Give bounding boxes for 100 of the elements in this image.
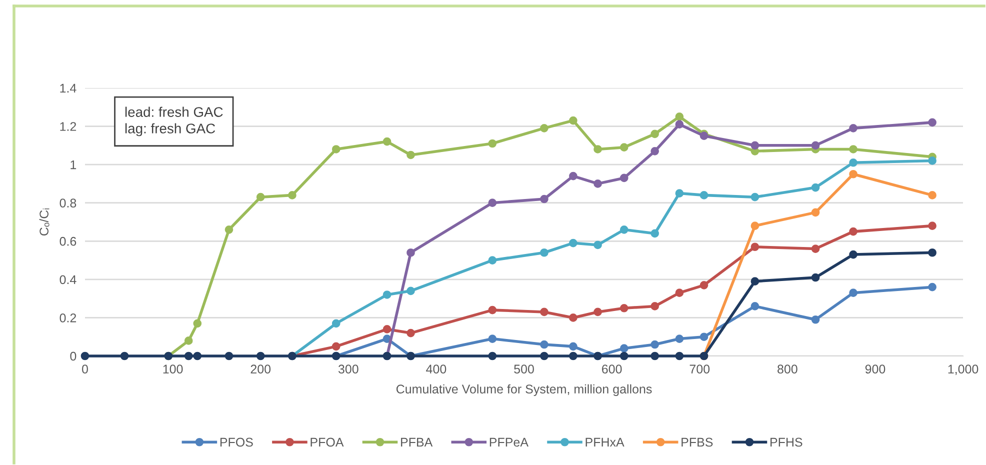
point	[620, 352, 628, 360]
point	[620, 143, 628, 152]
point	[650, 302, 660, 310]
point	[256, 192, 265, 202]
point	[406, 248, 415, 257]
legend-label: PFHxA	[586, 438, 624, 447]
point	[811, 244, 820, 253]
point	[332, 342, 340, 351]
point	[700, 281, 708, 290]
point	[382, 325, 392, 334]
point	[184, 352, 193, 360]
point	[650, 229, 660, 238]
point	[184, 336, 193, 345]
y-axis-title: Cₒ/Cᵢ	[39, 208, 50, 236]
point	[700, 191, 708, 200]
point	[811, 208, 820, 217]
point	[80, 352, 90, 360]
y-tick-label: 1.4	[60, 84, 76, 93]
point	[849, 170, 858, 178]
x-tick-label: 500	[514, 364, 534, 374]
point	[928, 156, 936, 165]
point	[382, 290, 392, 299]
point	[569, 116, 578, 125]
point	[928, 282, 936, 292]
legend-label: PFHS	[770, 438, 802, 447]
point	[569, 172, 578, 180]
point	[256, 352, 265, 360]
point	[650, 130, 660, 138]
x-tick-label: 200	[250, 364, 271, 374]
point	[406, 328, 415, 338]
point	[849, 124, 858, 132]
point	[620, 174, 628, 182]
x-tick-label: 300	[338, 364, 358, 374]
legend-label: PFBS	[682, 438, 713, 447]
point	[750, 141, 760, 150]
point	[569, 342, 578, 351]
point	[540, 194, 548, 204]
x-tick-label: 800	[778, 364, 798, 374]
x-tick-label: 400	[426, 364, 446, 374]
point	[700, 332, 708, 342]
x-axis-title: Cumulative Volume for System, million gallons	[396, 384, 652, 396]
x-tick-label: 900	[865, 364, 886, 374]
point	[594, 145, 602, 154]
legend-label: PFOA	[310, 438, 344, 447]
legend-label: PFBA	[401, 438, 433, 447]
point	[750, 192, 760, 202]
point	[675, 334, 684, 343]
point	[540, 308, 548, 316]
point	[620, 344, 628, 353]
point	[675, 288, 684, 297]
point	[675, 352, 684, 360]
y-tick-label: 0.8	[60, 198, 76, 208]
y-tick-label: 0.6	[60, 236, 76, 246]
point	[750, 277, 760, 286]
point	[750, 302, 760, 310]
point	[488, 256, 497, 264]
point	[849, 288, 858, 297]
point	[224, 225, 234, 234]
point	[811, 141, 820, 150]
point	[488, 139, 497, 148]
point	[811, 315, 820, 324]
point	[193, 319, 202, 328]
point	[650, 352, 660, 360]
point	[488, 198, 497, 208]
point	[488, 352, 497, 360]
point	[675, 189, 684, 198]
point	[288, 191, 296, 200]
point	[406, 150, 415, 160]
point	[332, 319, 340, 328]
point	[928, 222, 936, 230]
y-tick-label: 0	[70, 352, 76, 361]
x-tick-label: 0	[82, 364, 88, 374]
point	[193, 352, 202, 360]
point	[540, 124, 548, 132]
point	[849, 250, 858, 259]
x-tick-label: 700	[690, 364, 710, 374]
point	[849, 227, 858, 236]
y-tick-label: 1.2	[60, 122, 76, 131]
point	[488, 334, 497, 343]
point	[620, 304, 628, 312]
legend-label: PFPeA	[490, 438, 528, 447]
point	[594, 308, 602, 316]
point	[750, 242, 760, 252]
point	[928, 248, 936, 257]
point	[120, 352, 129, 360]
y-tick-label: 1	[70, 160, 76, 170]
point	[540, 248, 548, 257]
x-tick-label: 600	[602, 364, 622, 374]
point	[382, 137, 392, 146]
legend-label: PFOS	[220, 438, 253, 447]
y-tick-label: 0.2	[60, 314, 76, 322]
y-tick-label: 0.4	[60, 275, 76, 284]
point	[928, 191, 936, 200]
point	[569, 352, 578, 360]
annotation: lead: fresh GAC lag: fresh GAC	[125, 106, 223, 136]
point	[594, 180, 602, 188]
point	[488, 306, 497, 314]
point	[650, 146, 660, 156]
point	[540, 352, 548, 360]
point	[224, 352, 234, 360]
